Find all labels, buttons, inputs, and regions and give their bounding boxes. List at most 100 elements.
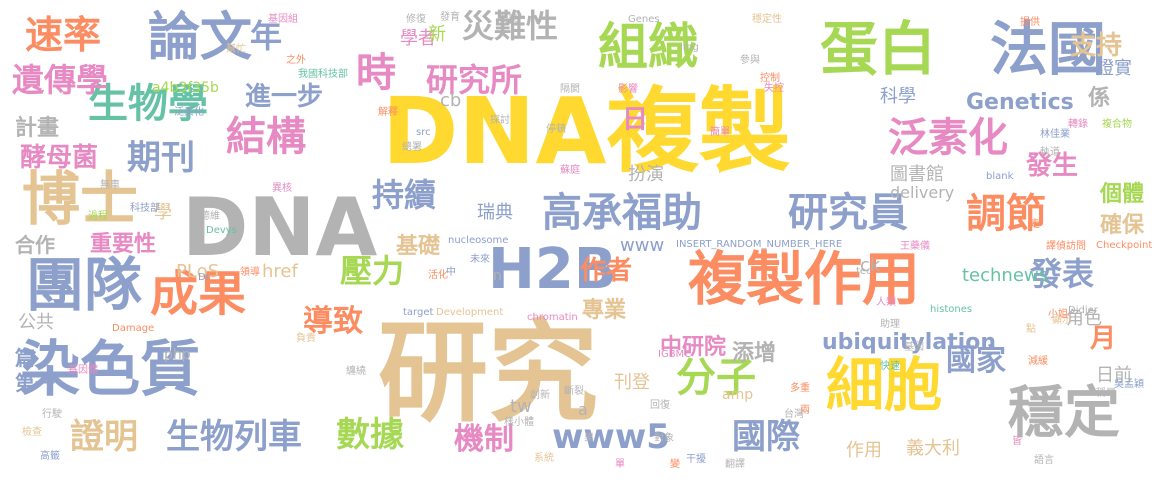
word-src-101: src <box>416 127 431 138</box>
word-technews-73: technews <box>962 265 1049 286</box>
word-cjk-19: 分子 <box>676 355 756 401</box>
word-cjk-13: 穩定 <box>1008 381 1120 446</box>
word-cjk-138: 走 <box>1030 219 1040 230</box>
word-cjk-60: 專業 <box>582 298 627 323</box>
word-cjk-39: 導致 <box>303 304 363 339</box>
word-cjk-139: 王藥儀 <box>900 241 930 252</box>
word-cjk-105: 修復 <box>406 14 426 25</box>
word-genetics-48: Genetics <box>966 90 1074 115</box>
word-cjk-155: 樣小體 <box>504 417 534 428</box>
word-cjk-159: 系統 <box>534 453 554 464</box>
word-tec-104: tec <box>856 266 872 277</box>
word-cjk-22: 生物學 <box>88 81 208 127</box>
word-cjk-53: 圖書館 <box>890 164 944 185</box>
word-cjk-31: 年 <box>250 17 283 55</box>
word-cjk-35: 壓力 <box>340 252 405 290</box>
word-cjk-8: 組織 <box>598 18 698 76</box>
word-cjk-52: 確保 <box>1100 213 1145 238</box>
word-cjk-163: 行駛 <box>42 409 62 420</box>
word-cjk-57: 科學 <box>880 86 916 107</box>
word-cb-79: cb <box>440 90 462 111</box>
word-cjk-40: 酵母菌 <box>20 143 99 173</box>
word-damage-91: Damage <box>112 323 155 334</box>
word-cjk-130: 異核 <box>272 183 292 194</box>
word-cjk-160: 兩 <box>800 405 810 416</box>
word-cjk-66: 第一 <box>15 371 55 395</box>
word-cjk-114: 參與 <box>740 55 760 66</box>
word-genes-99: Genes <box>628 14 660 25</box>
word-target-94: target <box>403 307 434 318</box>
word-cjk-170: 中 <box>446 267 456 278</box>
word-cjk-132: 德維 <box>200 211 220 222</box>
word-cjk-61: 中研院 <box>660 335 727 360</box>
word-cjk-26: 生物列車 <box>166 417 302 457</box>
word-cjk-149: 稱早 <box>1096 388 1116 399</box>
word-cjk-33: 研究所 <box>426 61 523 99</box>
word-cjk-38: 國家 <box>946 343 1006 378</box>
word-cjk-128: 林佳業 <box>1040 129 1070 140</box>
word-cjk-161: 皆 <box>1012 436 1022 447</box>
word-cjk-142: 基因 <box>904 342 924 353</box>
word-cjk-20: 時 <box>356 50 396 96</box>
word-cjk-124: 簡單 <box>710 127 730 138</box>
word-cjk-116: 失控 <box>764 83 784 94</box>
word-n-82: n <box>493 268 502 284</box>
word-cjk-115: 控制 <box>760 73 780 84</box>
word-cjk-54: 瑞典 <box>477 202 513 223</box>
word-dna-1: DNA複製 <box>382 78 791 185</box>
word-blank-102: blank <box>986 171 1014 182</box>
word-amp-87: amp <box>722 387 754 403</box>
word-cjk-120: 影響 <box>618 84 638 95</box>
word-cjk-49: 月 <box>1090 324 1117 354</box>
word-cjk-85: 學 <box>154 202 172 223</box>
word-cjk-32: 災難性 <box>462 7 559 45</box>
word-cjk-6: 蛋白 <box>820 15 937 83</box>
word-cjk-62: 添增 <box>732 341 777 366</box>
word-cjk-144: 顯示 <box>1052 315 1072 326</box>
word-cjk-143: 小姐 <box>1048 309 1068 320</box>
word-cjk-41: 發生 <box>1026 151 1079 181</box>
word-cjk-151: 回復 <box>650 400 670 411</box>
word-cjk-11: 團隊 <box>26 251 143 319</box>
word-cjk-43: 作者 <box>580 256 633 286</box>
word-cjk-152: 斷裂 <box>564 386 584 397</box>
word-cjk-9: 論文 <box>148 8 253 68</box>
word-plos-76: PLoS <box>176 261 220 282</box>
word-chromatin-93: chromatin <box>527 312 578 323</box>
word-cjk-0: 研究 <box>378 309 598 437</box>
word-cjk-167: 高籤 <box>40 451 60 462</box>
word-cjk-121: 探討 <box>490 115 510 126</box>
word-cjk-172: 變 <box>670 459 680 470</box>
word-cjk-28: 證明 <box>70 417 138 457</box>
word-cjk-168: 負責 <box>296 333 316 344</box>
word-cjk-58: 證實 <box>1096 58 1132 79</box>
word-cjk-131: 科技部 <box>130 203 160 214</box>
word-cjk-12: 博士 <box>22 165 139 233</box>
word-cjk-36: 發表 <box>1030 255 1095 293</box>
word-cjk-34: 持續 <box>372 176 437 214</box>
word-cjk-166: 基因體 <box>68 365 98 376</box>
word-cjk-50: 計畫 <box>15 116 60 141</box>
word-dna-2: DNA <box>182 181 378 274</box>
word-didier-97: Didier <box>1068 305 1098 316</box>
word-cjk-153: 多重 <box>790 383 810 394</box>
word-cjk-146: 點 <box>1026 324 1036 335</box>
word-cjk-140: 譯偵訪問 <box>1046 241 1086 252</box>
word-href-75: href <box>262 261 298 282</box>
word-a4b3f35b-86: a4b3f35b <box>152 80 219 96</box>
word-cjk-17: 研究員 <box>788 190 908 236</box>
word-cjk-165: 纏繞 <box>346 366 366 377</box>
word-cjk-71: 公共 <box>18 312 54 333</box>
word-cjk-157: 對象 <box>654 433 674 444</box>
word-cjk-29: 國際 <box>732 417 800 457</box>
word-cjk-3: 染色質 <box>20 335 200 405</box>
word-cjk-113: 我國科技部 <box>298 69 348 80</box>
word-php-84: php <box>164 347 191 363</box>
word-cjk-106: 基因組 <box>268 14 298 25</box>
word-cjk-59: 基礎 <box>396 234 441 259</box>
word-cjk-158: 干擾 <box>686 454 706 465</box>
word-cjk-30: 期刊 <box>127 138 195 178</box>
word-cjk-112: 之外 <box>286 55 306 66</box>
word-cjk-148: 減緩 <box>1028 356 1048 367</box>
